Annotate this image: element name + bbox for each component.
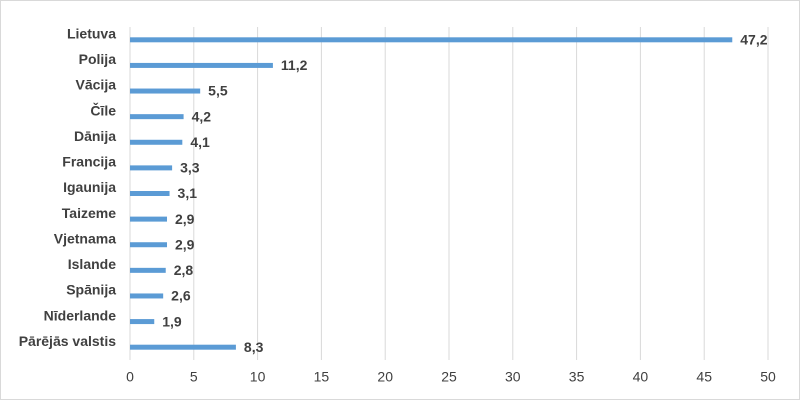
bar: [130, 114, 184, 120]
value-label: 3,1: [178, 185, 198, 201]
y-tick-label: Čīle: [90, 101, 116, 118]
value-label: 2,9: [175, 236, 195, 252]
x-tick-label: 35: [569, 369, 585, 385]
x-tick-label: 10: [250, 369, 266, 385]
bar: [130, 344, 236, 350]
x-tick-label: 25: [441, 369, 457, 385]
value-label: 3,3: [180, 160, 200, 176]
x-tick-label: 50: [760, 369, 776, 385]
y-tick-label: Igaunija: [63, 179, 116, 195]
bar: [130, 216, 168, 222]
bar: [130, 242, 168, 248]
y-tick-label: Polija: [79, 51, 117, 67]
y-tick-label: Islande: [68, 256, 116, 272]
y-tick-label: Dānija: [74, 128, 116, 144]
value-label: 4,2: [192, 108, 212, 124]
bar: [130, 191, 170, 196]
bar: [130, 293, 164, 299]
y-tick-label: Pārējās valstis: [19, 333, 117, 349]
value-label: 11,2: [281, 57, 308, 73]
value-label: 1,9: [162, 313, 182, 329]
value-label: 8,3: [244, 339, 264, 355]
x-tick-label: 5: [190, 369, 198, 385]
x-tick-label: 45: [696, 369, 712, 385]
y-tick-label: Vjetnama: [54, 230, 116, 246]
y-tick-label: Lietuva: [67, 26, 116, 42]
y-tick-label: Vācija: [76, 77, 117, 93]
y-tick-label: Taizeme: [62, 205, 116, 221]
x-tick-label: 30: [505, 369, 521, 385]
value-label: 2,6: [171, 288, 191, 304]
bar: [130, 267, 166, 273]
y-tick-label: Spānija: [66, 282, 116, 298]
y-tick-label: Francija: [62, 154, 116, 170]
y-tick-label: Nīderlande: [44, 307, 117, 323]
bar: [130, 88, 201, 94]
bar: [130, 165, 173, 171]
bar: [130, 37, 733, 43]
x-tick-label: 20: [377, 369, 393, 385]
bar: [130, 319, 155, 325]
value-label: 5,5: [208, 83, 228, 99]
value-label: 47,2: [740, 32, 767, 48]
value-label: 2,9: [175, 211, 195, 227]
bar: [130, 62, 273, 68]
bar: [130, 139, 183, 145]
x-tick-label: 15: [314, 369, 330, 385]
value-label: 2,8: [174, 262, 194, 278]
value-label: 4,1: [190, 134, 210, 150]
x-tick-label: 40: [633, 369, 649, 385]
x-tick-label: 0: [126, 369, 134, 385]
